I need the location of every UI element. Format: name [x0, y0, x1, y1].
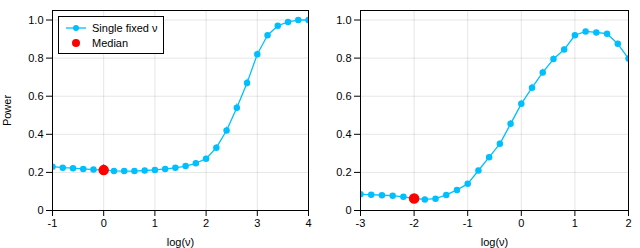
svg-text:log(ν): log(ν): [481, 236, 509, 248]
svg-text:0.4: 0.4: [336, 128, 351, 140]
svg-text:0.6: 0.6: [336, 90, 351, 102]
svg-text:-2: -2: [409, 217, 419, 229]
html-text:Median: Median: [92, 36, 129, 49]
svg-text:1: 1: [572, 217, 578, 229]
svg-text:2: 2: [203, 217, 209, 229]
svg-text:0.8: 0.8: [336, 52, 351, 64]
svg-text:0: 0: [345, 204, 351, 216]
svg-text:2: 2: [625, 217, 631, 229]
svg-text:0: 0: [518, 217, 524, 229]
svg-text:Power: Power: [1, 95, 13, 127]
svg-text:-3: -3: [356, 217, 366, 229]
svg-text:0.2: 0.2: [28, 166, 43, 178]
svg-text:1: 1: [152, 217, 158, 229]
svg-text:log(ν): log(ν): [167, 236, 195, 248]
svg-text:0.4: 0.4: [28, 128, 43, 140]
svg-text:0: 0: [37, 204, 43, 216]
svg-text:0.6: 0.6: [28, 90, 43, 102]
svg-text:4: 4: [305, 217, 311, 229]
svg-text:-1: -1: [463, 217, 473, 229]
svg-text:1.0: 1.0: [28, 14, 43, 26]
svg-text:0.2: 0.2: [336, 166, 351, 178]
svg-text:-1: -1: [48, 217, 58, 229]
svg-text:1.0: 1.0: [336, 14, 351, 26]
svg-text:0.8: 0.8: [28, 52, 43, 64]
html-text:Single fixed ν: Single fixed ν: [92, 21, 158, 34]
svg-text:0: 0: [101, 217, 107, 229]
svg-text:3: 3: [254, 217, 260, 229]
